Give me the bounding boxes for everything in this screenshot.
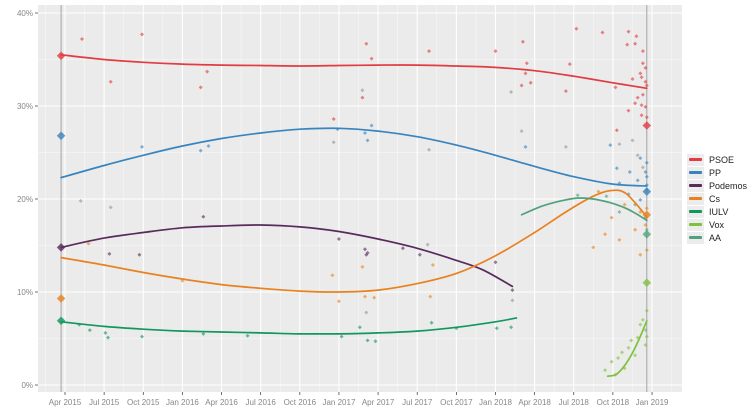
legend-item-iulv: IULV (687, 205, 747, 218)
x-tick-label: Jul 2015 (89, 398, 120, 407)
legend-item-vox: Vox (687, 218, 747, 231)
trend-line-cs (60, 189, 648, 293)
election-marker-vox (642, 278, 652, 287)
trend-line-iulv (60, 317, 518, 335)
legend-key-psoe (687, 153, 704, 166)
election-reference-lines (60, 5, 648, 392)
gridlines-major (38, 5, 682, 392)
legend-label: PP (709, 167, 722, 178)
x-tick-label: Apr 2018 (518, 398, 551, 407)
y-tick-label: 30% (17, 102, 33, 111)
x-tick-label: Oct 2016 (284, 398, 317, 407)
trend-line-vox (606, 319, 648, 378)
election-marker-podemos (56, 243, 66, 252)
trend-line-psoe (60, 53, 648, 90)
legend-line-swatch (689, 184, 702, 187)
y-tick-label: 40% (17, 9, 33, 18)
legend-label: IULV (709, 206, 729, 217)
election-marker-cs (642, 210, 652, 220)
election-marker-psoe (642, 121, 652, 130)
legend-label: Vox (709, 219, 725, 230)
y-tick-label: 10% (17, 288, 33, 297)
x-tick-label: Jul 2017 (402, 398, 433, 407)
legend-item-psoe: PSOE (687, 153, 747, 166)
legend-item-podemos: Podemos (687, 179, 747, 192)
election-marker-cs (56, 294, 66, 303)
x-tick-label: Jan 2019 (636, 398, 669, 407)
y-tick-label: 0% (21, 381, 33, 390)
legend-line-swatch (689, 171, 702, 174)
legend-key-iulv (687, 205, 704, 218)
legend-line-swatch (689, 223, 702, 226)
x-tick-label: Jul 2016 (246, 398, 277, 407)
legend-key-podemos (687, 179, 704, 192)
x-tick-label: Apr 2016 (205, 398, 238, 407)
trend-line-aa (520, 197, 648, 222)
legend-key-vox (687, 218, 704, 231)
election-marker-aa (642, 230, 652, 239)
x-tick-label: Apr 2017 (362, 398, 395, 407)
trend-line-pp (60, 127, 648, 187)
election-marker-pp (56, 131, 66, 141)
x-tick-label: Oct 2017 (440, 398, 473, 407)
y-tick-label: 20% (17, 195, 33, 204)
legend-item-pp: PP (687, 166, 747, 179)
legend-item-cs: Cs (687, 192, 747, 205)
legend-line-swatch (689, 197, 702, 200)
legend-key-pp (687, 166, 704, 179)
x-tick-label: Jul 2018 (559, 398, 590, 407)
election-marker-pp (642, 187, 652, 196)
election-marker-iulv (56, 316, 66, 326)
x-tick-label: Jan 2016 (166, 398, 199, 407)
x-tick-label: Oct 2015 (127, 398, 160, 407)
trend-line-podemos (60, 224, 514, 288)
legend-label: AA (709, 232, 722, 243)
chart-legend: PSOE PP Podemos Cs IULV Vox AA (687, 153, 747, 244)
election-marker-psoe (56, 51, 66, 61)
x-tick-label: Oct 2018 (597, 398, 630, 407)
x-tick-label: Apr 2015 (49, 398, 82, 407)
legend-line-swatch (689, 158, 702, 161)
y-axis: 0% 10% 20% 30% 40% (17, 9, 38, 390)
legend-line-swatch (689, 210, 702, 213)
legend-key-cs (687, 192, 704, 205)
legend-line-swatch (689, 236, 702, 239)
x-axis: Apr 2015 Jul 2015 Oct 2015 Jan 2016 Apr 2016… (49, 392, 669, 407)
legend-label: Podemos (709, 180, 748, 191)
x-tick-label: Jan 2017 (322, 398, 355, 407)
legend-item-aa: AA (687, 231, 747, 244)
legend-key-aa (687, 231, 704, 244)
election-result-markers (56, 51, 652, 326)
trend-lines (60, 53, 648, 378)
x-tick-label: Jan 2018 (479, 398, 512, 407)
scatter-points (77, 26, 649, 377)
legend-label: PSOE (709, 154, 735, 165)
legend-label: Cs (709, 193, 720, 204)
